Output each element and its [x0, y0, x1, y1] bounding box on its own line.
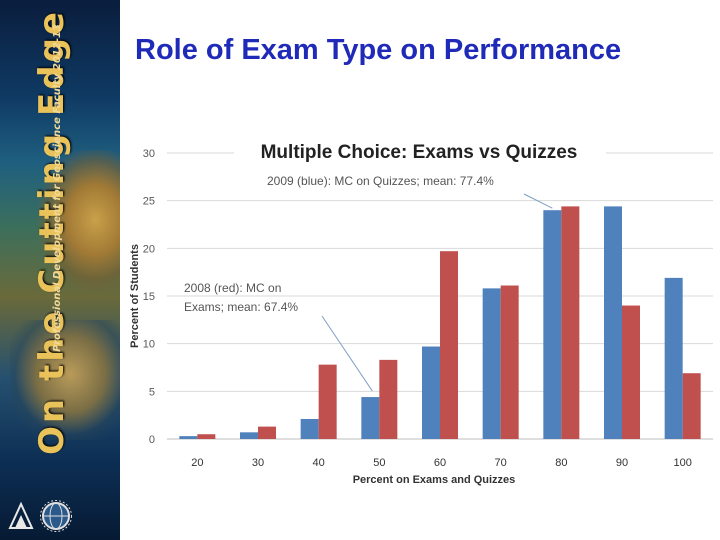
nagt-logo-icon [8, 501, 34, 529]
x-tick-label: 30 [252, 457, 264, 469]
bar-series-2009 [300, 418, 319, 439]
x-tick-label: 100 [673, 457, 691, 469]
bar-series-2009 [604, 206, 622, 439]
brand-subtitle: Professional Development for Geoscience … [52, 24, 63, 352]
x-axis-title: Percent on Exams and Quizzes [353, 474, 516, 486]
y-axis-title: Percent of Students [129, 244, 141, 348]
bar-series-2008 [682, 373, 701, 439]
globe-logo-icon [40, 500, 72, 532]
y-tick-label: 5 [149, 386, 155, 398]
bar-chart: 0 5 10 15 20 25 30 20 30 40 50 60 70 80 90 100 Multiple … [129, 136, 713, 486]
bar-series-2008 [197, 434, 216, 439]
y-tick-label: 15 [143, 291, 155, 303]
annotation-2009: 2009 (blue): MC on Quizzes; mean: 77.4% [267, 174, 494, 188]
bar-series-2008 [561, 206, 580, 439]
y-tick-label: 10 [143, 339, 155, 351]
y-tick-label: 0 [149, 434, 155, 446]
bar-series-2009 [361, 397, 380, 439]
annotation-2008-leader [321, 315, 373, 392]
annotation-2008-line: 2008 (red): MC on [184, 281, 281, 295]
bar-series-2008 [440, 251, 458, 439]
x-tick-label: 70 [495, 457, 507, 469]
x-tick-label: 20 [191, 457, 203, 469]
sidebar-banner: On the Cutting Edge Professional Develop… [0, 0, 120, 540]
x-tick-label: 60 [434, 457, 446, 469]
satellite-coastline-image-lower [10, 320, 120, 440]
chart-title: Multiple Choice: Exams vs Quizzes [261, 142, 578, 163]
bar-series-2009 [482, 288, 501, 439]
bar-series-2008 [379, 359, 398, 439]
bar-series-2008 [258, 426, 276, 439]
bar-series-2009 [664, 277, 683, 439]
chart-title-background [234, 136, 606, 164]
y-tick-label: 20 [143, 243, 155, 255]
y-tick-label: 30 [143, 148, 155, 160]
bar-series-2008 [622, 305, 640, 439]
bar-series-2008 [318, 364, 337, 439]
bar-series-2009 [179, 436, 198, 439]
satellite-coastline-image [38, 150, 120, 290]
annotation-2009-leader [523, 193, 553, 209]
bar-series-2008 [500, 285, 519, 439]
x-tick-label: 80 [555, 457, 567, 469]
x-tick-label: 50 [373, 457, 385, 469]
bar-series-2009 [543, 210, 562, 439]
x-tick-label: 90 [616, 457, 628, 469]
bar-series-2009 [422, 346, 440, 439]
annotation-2008-line: Exams; mean: 67.4% [184, 300, 298, 314]
slide-title: Role of Exam Type on Performance [135, 34, 622, 66]
y-tick-label: 25 [143, 196, 155, 208]
x-tick-label: 40 [313, 457, 325, 469]
bar-series-2009 [240, 432, 258, 439]
